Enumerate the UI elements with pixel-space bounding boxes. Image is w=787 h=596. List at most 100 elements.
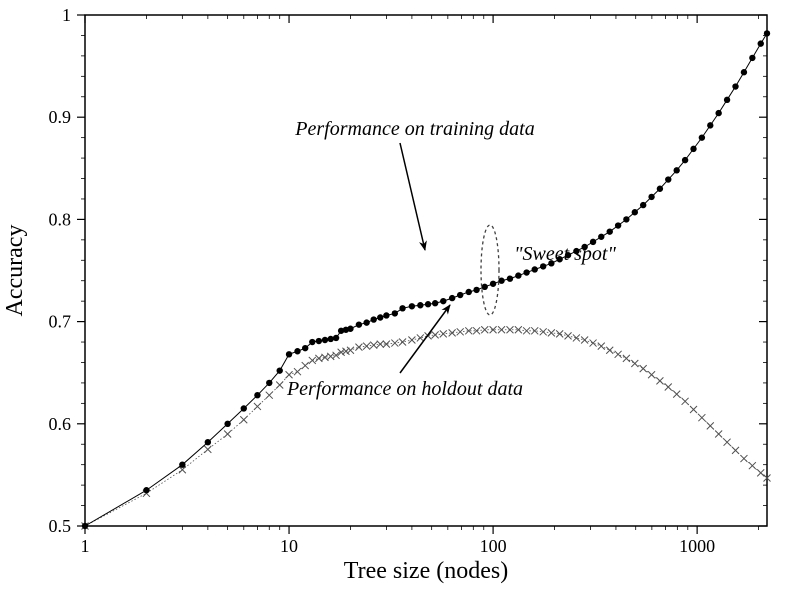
holdout-series-marker (698, 414, 705, 421)
holdout-series-marker (565, 332, 572, 339)
holdout-series-marker (724, 439, 731, 446)
training-series-marker (457, 292, 463, 298)
training-series-marker (598, 234, 604, 240)
training-series-marker (732, 83, 738, 89)
training-series-marker (490, 281, 496, 287)
training-series-marker (371, 316, 377, 322)
training-series-marker (302, 345, 308, 351)
annotation-training_label: Performance on training data (294, 118, 534, 140)
holdout-series-marker (581, 336, 588, 343)
y-tick-label: 1 (62, 5, 71, 25)
holdout-series-marker (347, 347, 354, 354)
training-series-marker (316, 338, 322, 344)
holdout-series-marker (417, 334, 424, 341)
y-axis-label: Accuracy (2, 225, 28, 317)
training-series-marker (473, 287, 479, 293)
holdout-series-marker (294, 368, 301, 375)
training-series-marker (623, 216, 629, 222)
training-series-marker (758, 40, 764, 46)
training-series-marker (392, 310, 398, 316)
training-series-marker (322, 337, 328, 343)
training-series-marker (515, 272, 521, 278)
training-series-marker (657, 186, 663, 192)
x-axis-label: Tree size (nodes) (344, 558, 508, 584)
holdout-series-marker (224, 431, 231, 438)
training-series-marker (440, 298, 446, 304)
training-series-marker (741, 69, 747, 75)
holdout-series-marker (590, 340, 597, 347)
training-series-marker (724, 97, 730, 103)
training-series-marker (482, 284, 488, 290)
holdout-series-marker (606, 347, 613, 354)
training-series-marker (286, 351, 292, 357)
training-series-marker (425, 301, 431, 307)
training-series-marker (640, 202, 646, 208)
training_arrow (400, 143, 425, 250)
training-series-marker (632, 209, 638, 215)
training-series-marker (356, 321, 362, 327)
training-series-marker (466, 289, 472, 295)
training-series-marker (699, 134, 705, 140)
holdout-series-marker (315, 355, 322, 362)
training-series-marker (449, 295, 455, 301)
holdout-series-line (85, 330, 767, 526)
annotation-sweet_spot: "Sweet spot" (514, 243, 616, 265)
x-tick-label: 10 (280, 536, 298, 556)
holdout-series-marker (648, 371, 655, 378)
holdout-series-marker (254, 403, 261, 410)
training-series-marker (347, 326, 353, 332)
holdout-series-marker (715, 431, 722, 438)
training-series-marker (665, 176, 671, 182)
holdout-series-marker (690, 406, 697, 413)
training-series-marker (715, 110, 721, 116)
training-series-marker (277, 367, 283, 373)
training-series-marker (143, 487, 149, 493)
training-series-marker (333, 335, 339, 341)
training-series-line (85, 33, 767, 526)
training-series-marker (327, 336, 333, 342)
holdout-series-marker (266, 392, 273, 399)
holdout-series-marker (749, 462, 756, 469)
holdout-series-marker (355, 344, 362, 351)
holdout-series-marker (370, 342, 377, 349)
training-series-marker (363, 319, 369, 325)
holdout_arrow (400, 305, 450, 373)
training-series-marker (266, 380, 272, 386)
holdout-series-marker (757, 469, 764, 476)
training-series-marker (377, 314, 383, 320)
training-series-marker (532, 266, 538, 272)
training-series-marker (507, 275, 513, 281)
training-series-marker (254, 392, 260, 398)
x-tick-label: 100 (480, 536, 507, 556)
holdout-series-marker (481, 326, 488, 333)
holdout-series-marker (732, 447, 739, 454)
training-series-marker (224, 421, 230, 427)
holdout-series-marker (623, 355, 630, 362)
sweet-spot-ellipse (481, 225, 499, 315)
holdout-series-marker (573, 334, 580, 341)
training-series-marker (673, 167, 679, 173)
holdout-series-marker (391, 340, 398, 347)
training-series-marker (294, 348, 300, 354)
training-series-marker (749, 55, 755, 61)
holdout-series-marker (276, 381, 283, 388)
y-tick-label: 0.7 (49, 312, 72, 332)
training-series-marker (764, 30, 770, 36)
training-series-marker (82, 523, 88, 529)
holdout-series-marker (673, 391, 680, 398)
training-series-marker (523, 269, 529, 275)
holdout-series-marker (615, 351, 622, 358)
training-series-marker (241, 405, 247, 411)
holdout-series-marker (598, 343, 605, 350)
y-tick-label: 0.6 (49, 414, 72, 434)
training-series-marker (648, 194, 654, 200)
y-tick-label: 0.8 (49, 209, 72, 229)
training-series-marker (399, 305, 405, 311)
holdout-series-marker (309, 357, 316, 364)
training-series-marker (417, 302, 423, 308)
holdout-series-marker (640, 365, 647, 372)
holdout-series-marker (408, 336, 415, 343)
training-series-marker (615, 222, 621, 228)
chart-container: 11010010000.50.60.70.80.91Tree size (nod… (0, 0, 787, 596)
holdout-series-marker (665, 384, 672, 391)
